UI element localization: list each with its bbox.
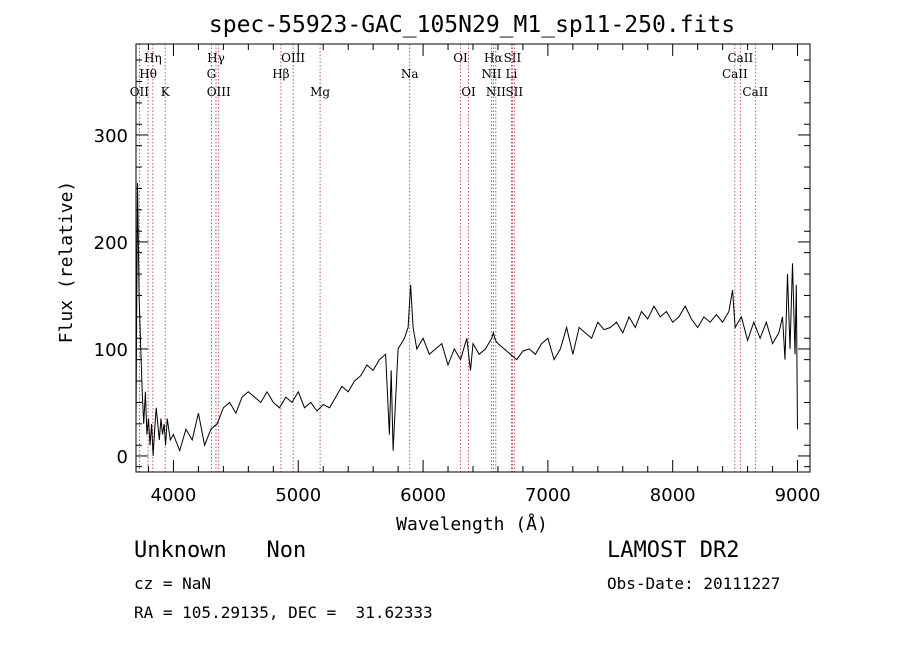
x-tick-label: 5000	[275, 485, 321, 506]
line-label: CaII	[727, 51, 753, 65]
line-label: OI	[461, 85, 476, 99]
line-label: NII	[481, 67, 501, 81]
line-label: OIII	[281, 51, 305, 65]
coordinates-text: RA = 105.29135, DEC = 31.62333	[134, 603, 433, 622]
line-label: Mg	[310, 85, 330, 99]
survey-name: LAMOST DR2	[607, 538, 740, 563]
axis-ticks: 4000 5000 6000 7000 8000 9000 0 100 200 300	[94, 44, 821, 506]
line-label: Hβ	[272, 67, 289, 81]
redshift-text: cz = NaN	[134, 574, 212, 593]
x-tick-label: 9000	[775, 485, 821, 506]
object-class: Unknown Non	[134, 538, 307, 563]
line-label: CaII	[742, 85, 768, 99]
obs-date: Obs-Date: 20111227	[607, 574, 781, 593]
line-label: Hη	[144, 51, 162, 65]
line-label: CaII	[722, 67, 748, 81]
x-tick-label: 7000	[525, 485, 571, 506]
line-label: Hα	[484, 51, 503, 65]
plot-frame	[135, 43, 811, 473]
line-label: SII	[504, 51, 522, 65]
spectrum-line	[135, 183, 798, 456]
y-tick-label: 200	[94, 233, 128, 254]
x-axis-label: Wavelength (Å)	[396, 513, 548, 535]
line-label: OIII	[207, 85, 231, 99]
line-label: NII	[486, 85, 506, 99]
line-label: Li	[506, 67, 518, 81]
line-label: G	[207, 67, 217, 81]
x-tick-label: 6000	[400, 485, 446, 506]
x-tick-label: 4000	[151, 485, 197, 506]
y-tick-label: 100	[94, 340, 128, 361]
line-label: SII	[505, 85, 523, 99]
spectrum-chart: spec-55923-GAC_105N29_M1_sp11-250.fits H…	[56, 12, 821, 535]
line-label: Na	[401, 67, 419, 81]
line-label: OI	[453, 51, 468, 65]
line-label: Hγ	[207, 51, 225, 65]
y-tick-label: 300	[94, 126, 128, 147]
line-label: Hθ	[139, 67, 157, 81]
y-tick-label: 0	[117, 447, 128, 468]
y-axis-label: Flux (relative)	[56, 181, 77, 344]
line-label: K	[161, 85, 171, 99]
x-tick-label: 8000	[650, 485, 696, 506]
chart-title: spec-55923-GAC_105N29_M1_sp11-250.fits	[209, 12, 735, 38]
line-label: OII	[130, 85, 150, 99]
